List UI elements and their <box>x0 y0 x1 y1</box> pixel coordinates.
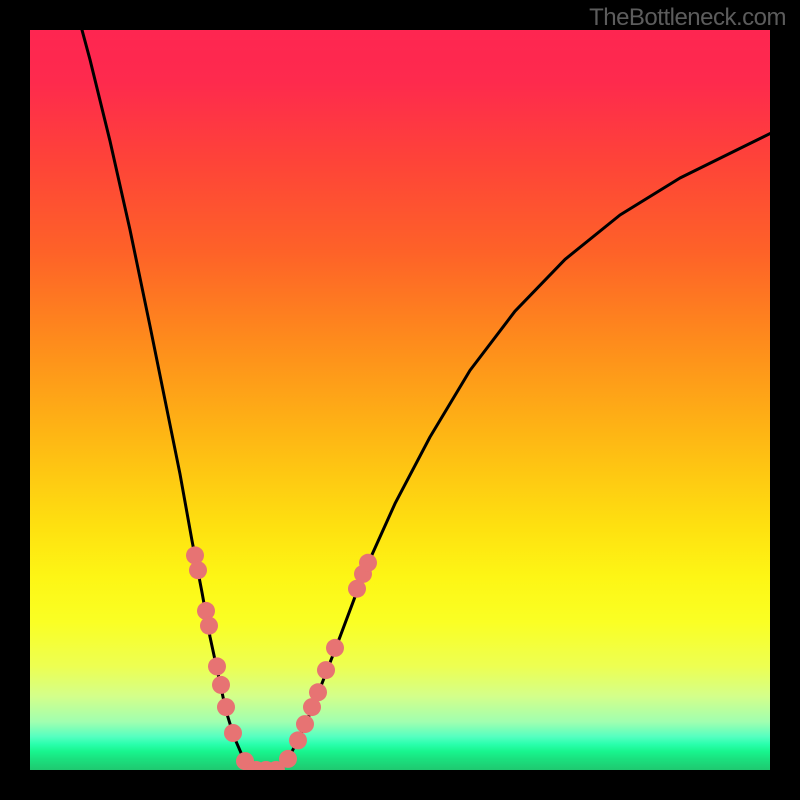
marker-right <box>359 554 377 572</box>
marker-right <box>317 661 335 679</box>
marker-left <box>217 698 235 716</box>
marker-right <box>309 683 327 701</box>
marker-left <box>224 724 242 742</box>
marker-right <box>296 715 314 733</box>
bottleneck-curve-plot <box>0 0 800 800</box>
marker-left <box>208 657 226 675</box>
marker-right <box>326 639 344 657</box>
marker-left <box>189 561 207 579</box>
marker-left <box>212 676 230 694</box>
marker-right <box>279 750 297 768</box>
marker-left <box>197 602 215 620</box>
marker-right <box>289 731 307 749</box>
marker-left <box>186 546 204 564</box>
chart-container: TheBottleneck.com <box>0 0 800 800</box>
gradient-background <box>30 30 770 770</box>
marker-left <box>200 617 218 635</box>
